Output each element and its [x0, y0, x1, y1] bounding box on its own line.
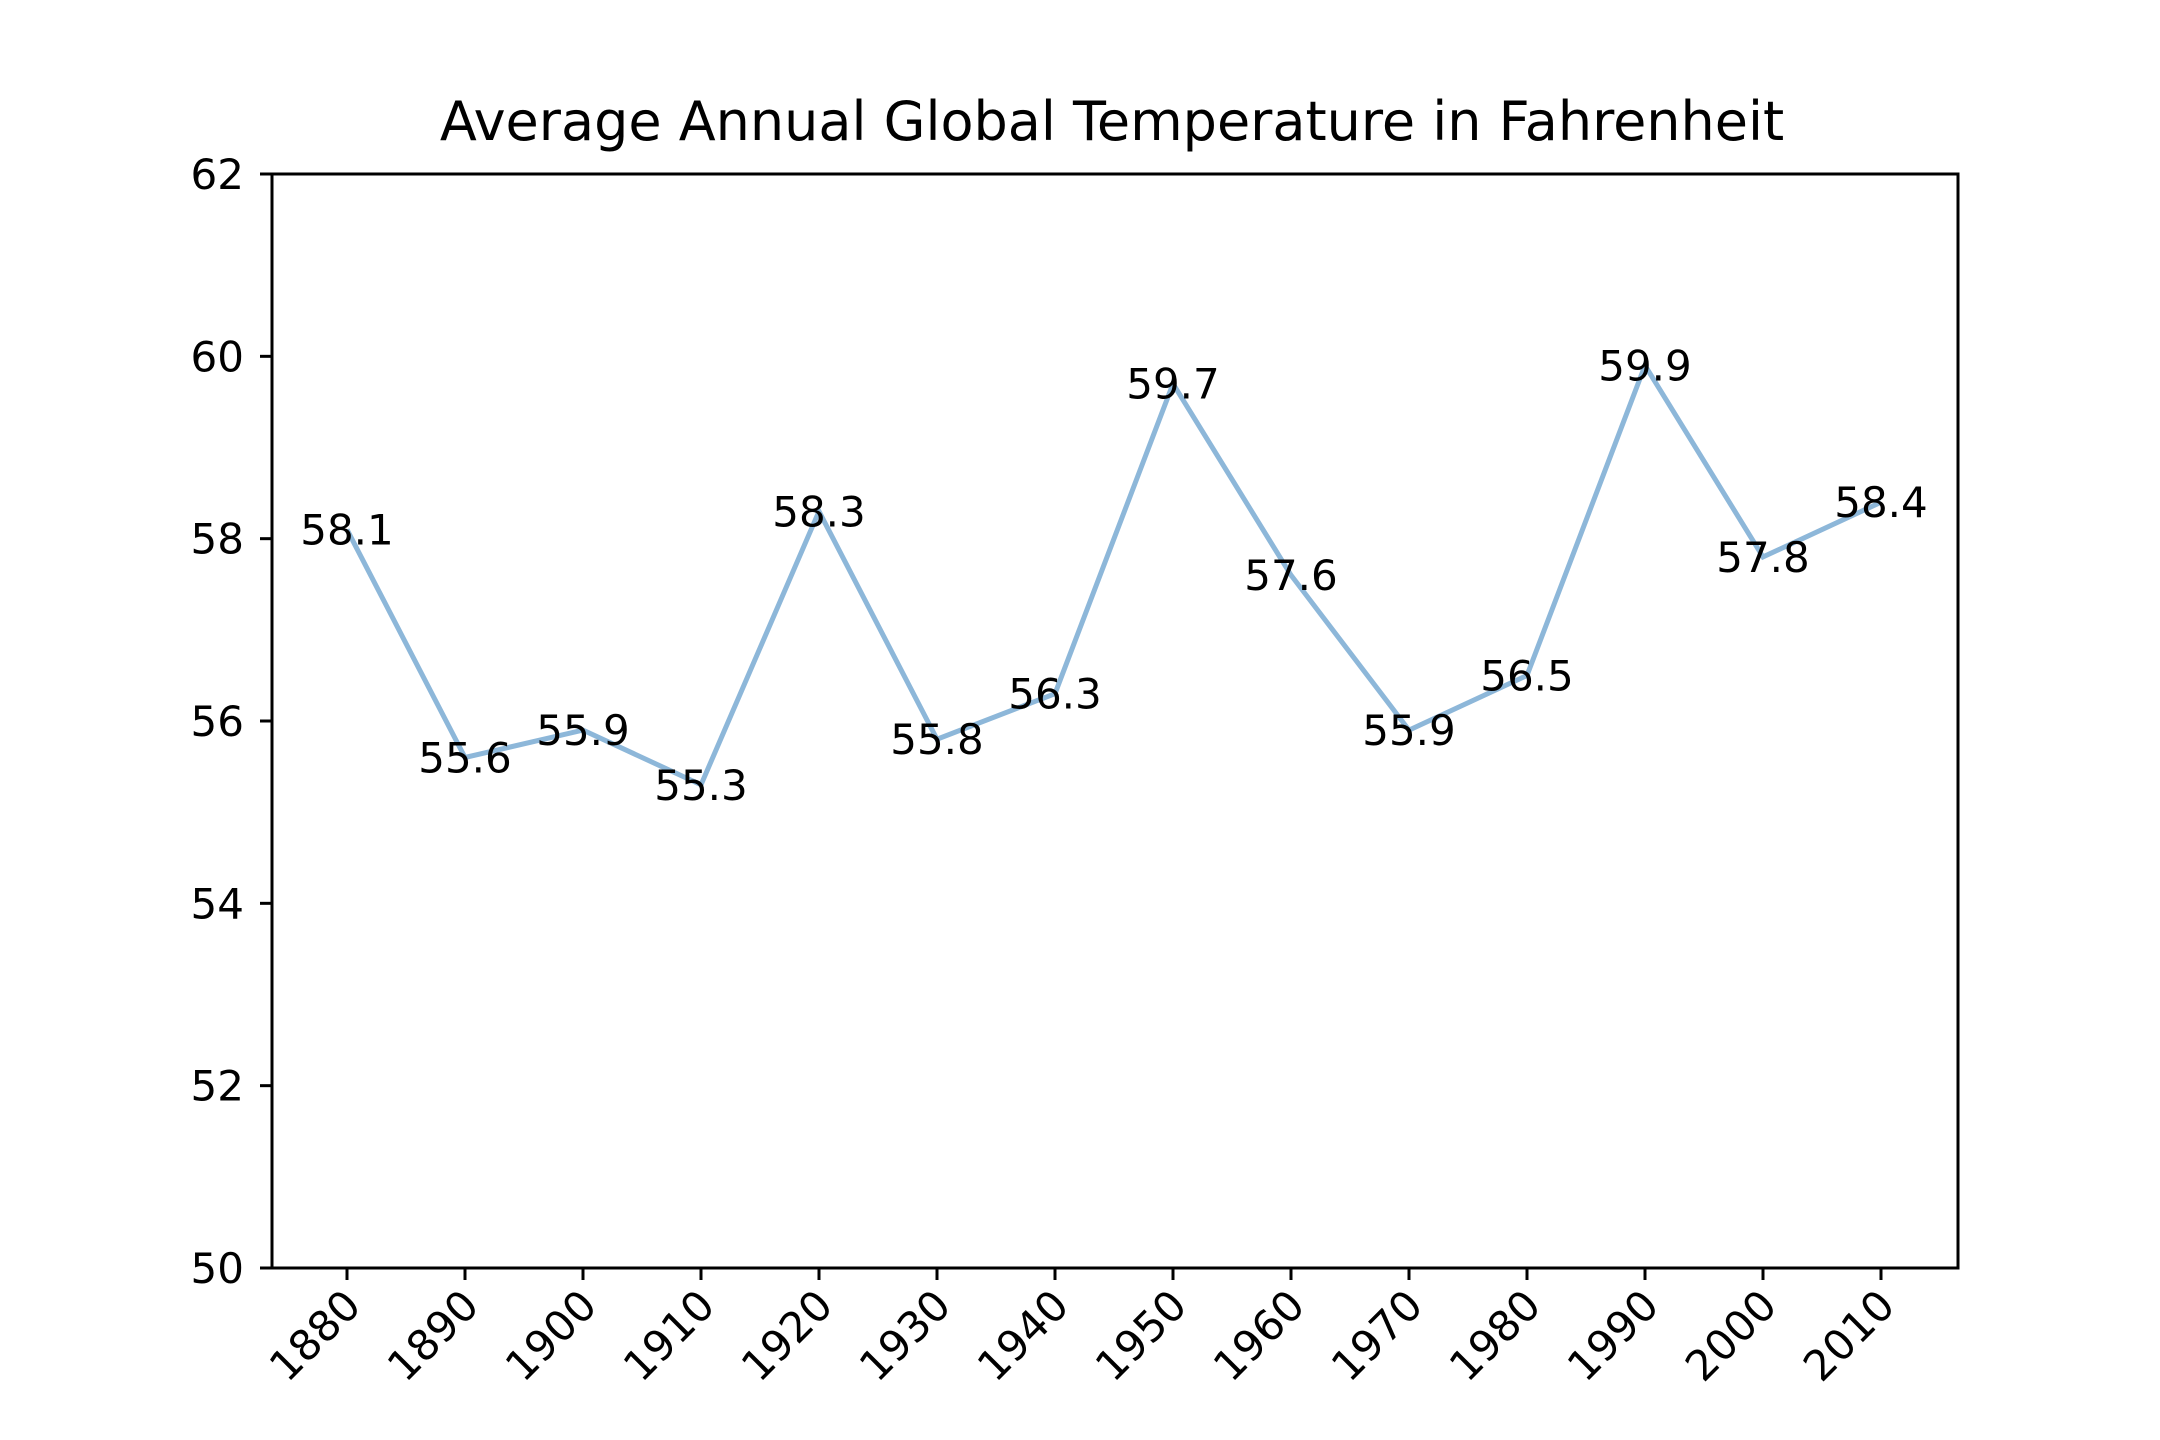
x-tick-label: 1970 — [1322, 1280, 1432, 1390]
chart-title: Average Annual Global Temperature in Fah… — [440, 90, 1784, 153]
y-tick-label: 50 — [191, 1244, 244, 1293]
y-tick-label: 54 — [191, 879, 244, 928]
data-label: 57.6 — [1244, 551, 1338, 600]
x-tick-label: 1900 — [496, 1280, 606, 1390]
x-tick-label: 1950 — [1086, 1280, 1196, 1390]
x-tick-label: 2010 — [1794, 1280, 1904, 1390]
data-label: 59.9 — [1598, 341, 1692, 390]
data-labels: 58.1 55.6 55.9 55.3 58.3 55.8 56.3 59.7 57.6 55.9… — [300, 341, 1928, 809]
data-label: 56.5 — [1480, 651, 1574, 700]
x-axis: 1880 1890 1900 1910 1920 1930 1940 1950 1960 1970… — [260, 1268, 1904, 1391]
y-tick-label: 62 — [191, 150, 244, 199]
data-label: 56.3 — [1008, 670, 1102, 719]
x-tick-label: 1890 — [378, 1280, 488, 1390]
data-label: 58.4 — [1834, 478, 1928, 527]
data-label: 55.9 — [536, 706, 630, 755]
x-tick-label: 1960 — [1204, 1280, 1314, 1390]
x-tick-label: 1980 — [1440, 1280, 1550, 1390]
x-tick-label: 1920 — [732, 1280, 842, 1390]
x-tick-label: 1990 — [1558, 1280, 1668, 1390]
x-tick-label: 2000 — [1676, 1280, 1786, 1390]
y-tick-label: 52 — [191, 1062, 244, 1111]
x-tick-label: 1910 — [614, 1280, 724, 1390]
y-tick-label: 58 — [191, 515, 244, 564]
data-label: 58.3 — [772, 487, 866, 536]
x-tick-label: 1880 — [260, 1280, 370, 1390]
data-label: 57.8 — [1716, 533, 1810, 582]
x-tick-label: 1930 — [850, 1280, 960, 1390]
plot-area-frame — [270, 172, 1960, 1270]
y-tick-label: 60 — [191, 332, 244, 381]
data-label: 55.3 — [654, 761, 748, 810]
data-label: 59.7 — [1126, 360, 1220, 409]
data-label: 58.1 — [300, 506, 394, 555]
data-label: 55.8 — [890, 715, 984, 764]
x-tick-label: 1940 — [968, 1280, 1078, 1390]
series-line — [344, 359, 1883, 789]
data-label: 55.6 — [418, 733, 512, 782]
y-tick-label: 56 — [191, 697, 244, 746]
y-axis: 50 52 54 56 58 60 62 — [191, 150, 272, 1293]
data-label: 55.9 — [1362, 706, 1456, 755]
